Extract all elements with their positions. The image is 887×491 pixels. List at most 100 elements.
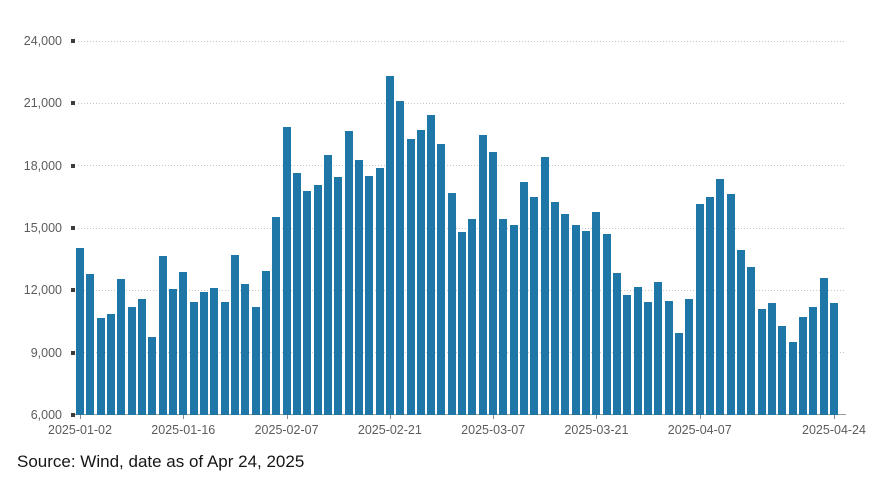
bar-2025-04-08 — [706, 196, 715, 415]
bar-2025-03-14 — [540, 157, 549, 415]
bar-2025-01-09 — [127, 307, 136, 415]
bar-2025-03-17 — [551, 202, 560, 415]
bar-2025-02-24 — [396, 100, 405, 415]
x-axis-label: 2025-02-21 — [357, 423, 422, 437]
bar-2025-01-17 — [189, 301, 198, 415]
x-tick-marker — [183, 415, 185, 419]
bar-2025-04-21 — [798, 316, 807, 415]
bar-2025-01-07 — [106, 314, 115, 415]
bar-2025-04-18 — [788, 341, 797, 415]
bar-2025-04-07 — [695, 204, 704, 415]
bar-2025-04-16 — [767, 303, 776, 415]
bar-2025-04-22 — [809, 307, 818, 415]
x-tick-marker — [699, 415, 701, 419]
plot-area — [76, 41, 838, 415]
bar-2025-03-11 — [509, 225, 518, 415]
bar-2025-03-21 — [592, 211, 601, 415]
x-axis-label: 2025-01-16 — [151, 423, 216, 437]
bar-2025-04-10 — [726, 193, 735, 415]
bar-2025-03-10 — [499, 219, 508, 415]
bar-2025-02-25 — [406, 139, 415, 415]
bar-2025-04-02 — [675, 333, 684, 415]
y-axis-label: 21,000 — [23, 96, 62, 111]
x-axis-label: 2025-04-24 — [802, 423, 866, 437]
bar-2025-04-11 — [737, 250, 745, 415]
bar-2025-01-15 — [168, 289, 177, 415]
bar-2025-04-23 — [819, 277, 828, 415]
x-tick-marker — [389, 415, 391, 419]
x-axis-label: 2025-03-07 — [461, 423, 526, 437]
bar-2025-03-18 — [561, 213, 570, 415]
bar-2025-02-17 — [344, 130, 353, 415]
bar-2025-01-08 — [117, 279, 126, 415]
bar-2025-02-13 — [323, 154, 332, 415]
bar-2025-02-18 — [354, 160, 363, 415]
bar-2025-02-14 — [334, 176, 343, 415]
y-tick-marker — [71, 350, 75, 355]
bar-2025-01-27 — [251, 306, 260, 415]
bar-2025-04-15 — [757, 309, 766, 415]
bar-2025-04-09 — [716, 178, 725, 415]
x-axis-label: 2025-04-07 — [667, 423, 732, 437]
bar-2025-02-26 — [416, 130, 425, 415]
source-note: Source: Wind, date as of Apr 24, 2025 — [17, 452, 305, 471]
y-tick-marker — [71, 101, 75, 106]
y-tick-marker — [71, 288, 75, 293]
bar-2025-03-19 — [571, 225, 580, 415]
bar-2025-01-02 — [76, 248, 84, 415]
bar-2025-04-24 — [829, 303, 838, 415]
x-axis-label: 2025-03-21 — [564, 423, 629, 437]
bar-2025-03-20 — [582, 230, 591, 415]
y-tick-marker — [71, 163, 75, 168]
bar-2025-03-12 — [520, 181, 529, 415]
bar-2025-03-07 — [489, 152, 498, 415]
bar-2025-02-10 — [292, 173, 301, 415]
bar-2025-03-05 — [468, 218, 477, 415]
bar-2025-03-04 — [458, 232, 467, 415]
bar-2025-02-20 — [375, 168, 384, 415]
bar-2025-01-14 — [158, 255, 167, 415]
bar-2025-02-07 — [282, 126, 291, 415]
bar-2025-03-28 — [644, 302, 653, 415]
y-axis-label: 12,000 — [23, 283, 62, 298]
y-tick-marker — [71, 413, 75, 417]
bar-2025-04-17 — [778, 325, 787, 415]
bar-2025-03-03 — [447, 192, 456, 415]
bar-2025-03-13 — [530, 197, 539, 415]
bar-2025-01-03 — [86, 274, 95, 415]
bar-2025-01-22 — [220, 302, 229, 415]
bar-2025-03-25 — [613, 272, 622, 415]
bar-2025-01-06 — [96, 318, 105, 415]
bar-2025-02-27 — [427, 115, 436, 415]
bar-2025-02-21 — [385, 75, 394, 415]
y-tick-marker — [71, 39, 75, 43]
bar-2025-01-20 — [199, 292, 208, 415]
bar-2025-01-16 — [179, 272, 188, 415]
bar-2025-02-19 — [365, 176, 374, 415]
bar-2025-01-21 — [210, 287, 219, 415]
bar-2025-02-28 — [437, 143, 446, 415]
x-tick-marker — [493, 415, 495, 419]
x-tick-marker — [80, 415, 81, 419]
bar-2025-02-06 — [272, 217, 281, 415]
bar-2025-01-24 — [241, 283, 250, 415]
bar-2025-02-05 — [261, 271, 270, 415]
bar-2025-01-23 — [230, 255, 239, 415]
bar-2025-03-27 — [633, 286, 642, 415]
y-axis-label: 15,000 — [23, 221, 62, 235]
bar-2025-02-12 — [313, 184, 322, 415]
y-axis-label: 24,000 — [23, 34, 62, 48]
bar-2025-03-06 — [478, 134, 487, 415]
bar-2025-04-01 — [664, 300, 673, 415]
bar-2025-03-31 — [654, 281, 663, 415]
y-axis-label: 18,000 — [23, 158, 62, 173]
x-axis-label: 2025-02-07 — [254, 423, 319, 437]
bar-2025-04-14 — [747, 266, 756, 415]
bar-2025-01-10 — [137, 299, 146, 415]
y-axis-label: 9,000 — [30, 345, 62, 360]
x-tick-marker — [596, 415, 598, 419]
y-axis-label: 6,000 — [30, 408, 62, 422]
y-tick-marker — [71, 226, 75, 230]
x-tick-marker — [834, 415, 835, 419]
